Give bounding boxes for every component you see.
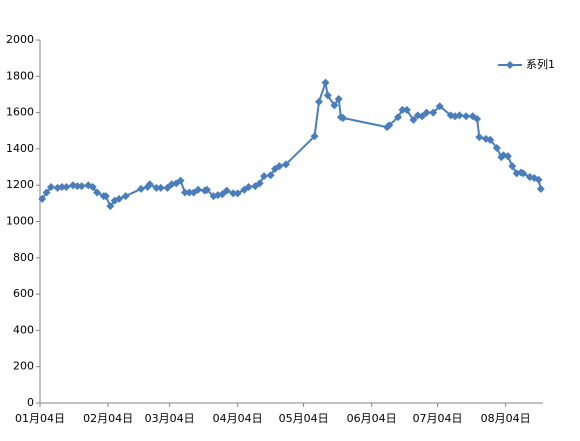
x-tick-label: 02月04日	[83, 412, 133, 425]
data-point	[260, 172, 269, 181]
data-point	[275, 162, 284, 171]
data-point	[222, 186, 231, 195]
data-point	[115, 194, 124, 203]
x-tick-label: 04月04日	[213, 412, 263, 425]
data-point	[394, 113, 403, 122]
data-point	[536, 184, 545, 193]
x-tick-label: 05月04日	[279, 412, 329, 425]
data-point	[233, 189, 242, 198]
data-point	[455, 111, 464, 120]
data-point	[462, 112, 471, 121]
y-tick-label: 1400	[6, 142, 34, 155]
data-point	[145, 180, 154, 189]
legend-marker	[506, 61, 514, 69]
data-point	[418, 112, 427, 121]
data-point	[156, 183, 165, 192]
x-tick-label: 07月04日	[413, 412, 463, 425]
data-point	[152, 183, 161, 192]
y-tick-label: 0	[27, 396, 34, 409]
data-point	[409, 115, 418, 124]
data-point	[101, 192, 110, 201]
data-point	[88, 183, 97, 192]
data-point	[334, 94, 343, 103]
data-point	[121, 192, 130, 201]
data-point	[185, 188, 194, 197]
data-point	[38, 194, 47, 203]
data-point	[486, 135, 495, 144]
data-point	[202, 185, 211, 194]
data-point	[180, 188, 189, 197]
data-point	[229, 189, 238, 198]
data-point	[42, 188, 51, 197]
data-point	[398, 105, 407, 114]
data-point	[402, 105, 411, 114]
data-point	[422, 108, 431, 117]
data-point	[429, 108, 438, 117]
data-point	[339, 114, 348, 123]
data-point	[194, 185, 203, 194]
data-point	[106, 202, 115, 211]
y-tick-label: 1000	[6, 215, 34, 228]
data-point	[163, 183, 172, 192]
data-point	[435, 102, 444, 111]
data-point	[46, 183, 55, 192]
data-point	[330, 101, 339, 110]
data-point	[282, 160, 291, 169]
data-point	[93, 188, 102, 197]
data-point	[176, 176, 185, 185]
data-point	[255, 179, 264, 188]
y-tick-label: 600	[13, 287, 34, 300]
data-point	[57, 183, 66, 192]
series-line	[41, 81, 542, 208]
data-point	[266, 171, 275, 180]
y-tick-label: 400	[13, 323, 34, 336]
data-point	[323, 91, 332, 100]
data-point	[73, 182, 82, 191]
y-tick-label: 1600	[6, 106, 34, 119]
y-tick-label: 200	[13, 360, 34, 373]
y-tick-label: 1200	[6, 178, 34, 191]
data-point	[534, 175, 543, 184]
data-point	[519, 169, 528, 178]
y-tick-label: 1800	[6, 69, 34, 82]
data-point	[475, 133, 484, 142]
data-point	[310, 132, 319, 141]
y-tick-label: 800	[13, 251, 34, 264]
legend-label: 系列1	[526, 57, 555, 71]
data-point	[314, 97, 323, 106]
data-point	[321, 78, 330, 87]
data-point	[492, 143, 501, 152]
y-tick-label: 2000	[6, 33, 34, 46]
data-point	[508, 162, 517, 171]
data-point	[473, 114, 482, 123]
data-point	[244, 183, 253, 192]
data-point	[385, 121, 394, 130]
data-point	[137, 184, 146, 193]
data-point	[503, 152, 512, 161]
x-tick-label: 06月04日	[347, 412, 397, 425]
data-point	[218, 190, 227, 199]
data-point	[77, 182, 86, 191]
x-tick-label: 01月04日	[15, 412, 65, 425]
x-tick-label: 08月04日	[481, 412, 531, 425]
x-tick-label: 03月04日	[145, 412, 195, 425]
data-point	[62, 183, 71, 192]
